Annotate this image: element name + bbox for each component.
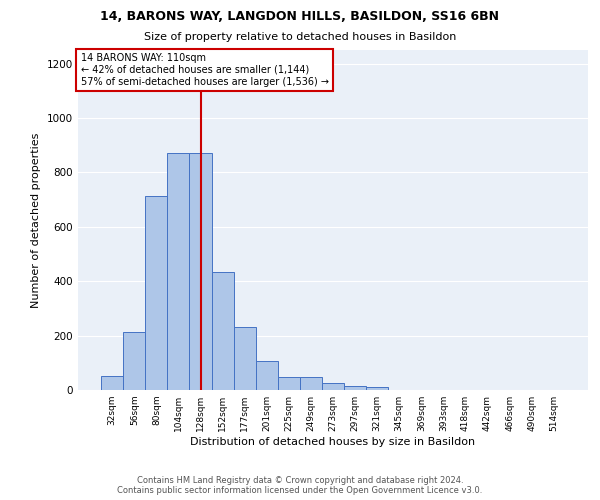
Bar (212, 272, 233, 390)
Text: 14 BARONS WAY: 110sqm
← 42% of detached houses are smaller (1,144)
57% of semi-d: 14 BARONS WAY: 110sqm ← 42% of detached … (80, 54, 329, 86)
Bar (101, 376, 123, 390)
Bar (300, 377, 322, 390)
Bar (123, 332, 145, 390)
Bar (190, 154, 212, 390)
X-axis label: Distribution of detached houses by size in Basildon: Distribution of detached houses by size … (190, 437, 476, 447)
Bar (233, 328, 256, 390)
Bar (366, 388, 388, 390)
Text: 14, BARONS WAY, LANGDON HILLS, BASILDON, SS16 6BN: 14, BARONS WAY, LANGDON HILLS, BASILDON,… (101, 10, 499, 23)
Text: Contains HM Land Registry data © Crown copyright and database right 2024.
Contai: Contains HM Land Registry data © Crown c… (118, 476, 482, 495)
Bar (322, 383, 344, 390)
Text: Size of property relative to detached houses in Basildon: Size of property relative to detached ho… (144, 32, 456, 42)
Bar (167, 154, 190, 390)
Bar (256, 362, 278, 390)
Bar (278, 377, 300, 390)
Bar (145, 196, 167, 390)
Bar (344, 386, 366, 390)
Y-axis label: Number of detached properties: Number of detached properties (31, 132, 41, 308)
